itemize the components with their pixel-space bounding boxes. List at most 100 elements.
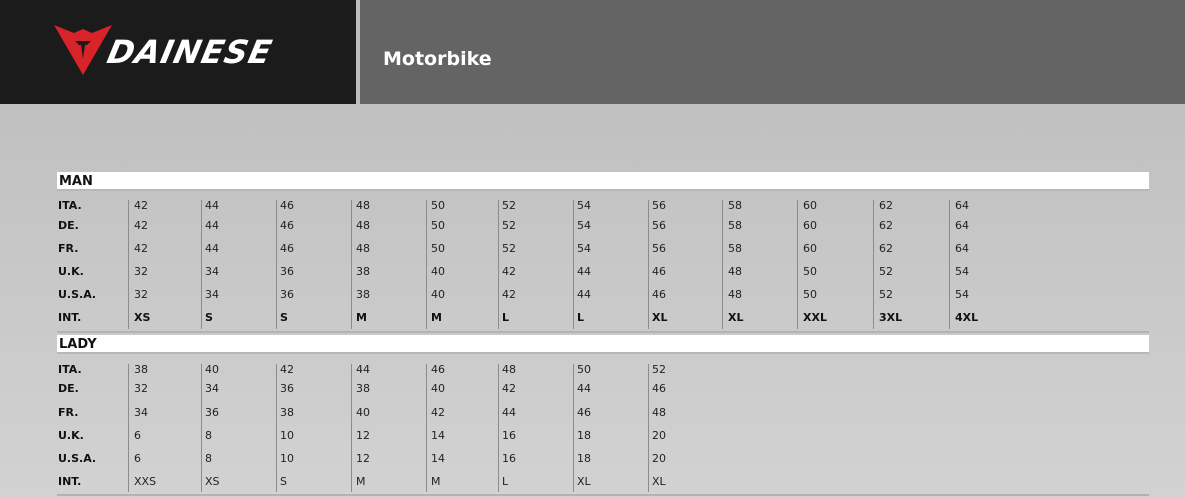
section-header: Motorbike bbox=[360, 0, 1185, 104]
size-cell: 42 bbox=[134, 242, 148, 255]
size-cell: 62 bbox=[879, 242, 893, 255]
header-bar: DAINESE Motorbike bbox=[0, 0, 1185, 104]
size-cell: 8 bbox=[205, 452, 212, 465]
size-cell: S bbox=[280, 475, 287, 488]
size-cell: XS bbox=[134, 311, 151, 324]
size-cell: 8 bbox=[205, 429, 212, 442]
size-cell: 12 bbox=[356, 452, 370, 465]
column-divider bbox=[276, 200, 277, 329]
size-cell: 52 bbox=[879, 288, 893, 301]
size-cell: XS bbox=[205, 475, 220, 488]
size-cell: 50 bbox=[803, 265, 817, 278]
size-cell: 52 bbox=[652, 363, 666, 376]
size-cell: 42 bbox=[502, 288, 516, 301]
size-cell: 20 bbox=[652, 452, 666, 465]
size-cell: 38 bbox=[134, 363, 148, 376]
size-cell: 60 bbox=[803, 219, 817, 232]
column-divider bbox=[498, 200, 499, 329]
size-cell: S bbox=[205, 311, 213, 324]
dainese-logo-icon bbox=[54, 25, 112, 75]
size-cell: 48 bbox=[502, 363, 516, 376]
row-label: U.S.A. bbox=[58, 288, 97, 301]
size-cell: 46 bbox=[280, 199, 294, 212]
size-cell: 64 bbox=[955, 199, 969, 212]
brand-area: DAINESE bbox=[0, 0, 356, 104]
size-cell: 16 bbox=[502, 429, 516, 442]
size-cell: XL bbox=[652, 311, 668, 324]
size-cell: 48 bbox=[728, 265, 742, 278]
size-cell: M bbox=[431, 475, 441, 488]
column-divider bbox=[722, 200, 723, 329]
size-cell: 46 bbox=[431, 363, 445, 376]
size-cell: 18 bbox=[577, 429, 591, 442]
column-divider bbox=[426, 364, 427, 492]
size-cell: 52 bbox=[502, 199, 516, 212]
size-cell: 50 bbox=[431, 242, 445, 255]
row-label: U.S.A. bbox=[58, 452, 97, 465]
size-cell: 44 bbox=[577, 382, 591, 395]
size-cell: M bbox=[356, 475, 366, 488]
size-cell: 54 bbox=[955, 288, 969, 301]
size-cell: 58 bbox=[728, 219, 742, 232]
size-cell: 38 bbox=[280, 406, 294, 419]
table-title-lady: LADY bbox=[57, 335, 1149, 354]
size-cell: 16 bbox=[502, 452, 516, 465]
size-chart bbox=[0, 104, 1185, 498]
brand-wordmark: DAINESE bbox=[103, 33, 276, 71]
size-cell: 64 bbox=[955, 242, 969, 255]
size-cell: 46 bbox=[652, 288, 666, 301]
size-cell: 32 bbox=[134, 382, 148, 395]
size-cell: 40 bbox=[205, 363, 219, 376]
column-divider bbox=[949, 200, 950, 329]
size-cell: 64 bbox=[955, 219, 969, 232]
size-cell: 46 bbox=[652, 382, 666, 395]
column-divider bbox=[351, 364, 352, 492]
size-cell: M bbox=[431, 311, 442, 324]
size-cell: 6 bbox=[134, 429, 141, 442]
size-cell: 44 bbox=[577, 265, 591, 278]
table-title-man: MAN bbox=[57, 172, 1149, 191]
column-divider bbox=[426, 200, 427, 329]
column-divider bbox=[573, 200, 574, 329]
size-cell: 20 bbox=[652, 429, 666, 442]
size-cell: 46 bbox=[577, 406, 591, 419]
size-cell: 48 bbox=[652, 406, 666, 419]
size-cell: 42 bbox=[280, 363, 294, 376]
size-cell: L bbox=[577, 311, 585, 324]
size-cell: 48 bbox=[356, 219, 370, 232]
size-cell: 34 bbox=[134, 406, 148, 419]
row-label: ITA. bbox=[58, 363, 82, 376]
size-cell: 42 bbox=[431, 406, 445, 419]
size-cell: 42 bbox=[134, 219, 148, 232]
size-cell: 46 bbox=[280, 219, 294, 232]
size-cell: 60 bbox=[803, 199, 817, 212]
size-cell: XL bbox=[577, 475, 591, 488]
size-cell: 56 bbox=[652, 199, 666, 212]
size-cell: 36 bbox=[280, 265, 294, 278]
column-divider bbox=[128, 200, 129, 329]
size-cell: 34 bbox=[205, 382, 219, 395]
size-cell: 60 bbox=[803, 242, 817, 255]
size-cell: 52 bbox=[502, 219, 516, 232]
size-cell: 38 bbox=[356, 265, 370, 278]
size-cell: 42 bbox=[502, 265, 516, 278]
row-label: ITA. bbox=[58, 199, 82, 212]
size-cell: 10 bbox=[280, 429, 294, 442]
size-cell: 44 bbox=[205, 242, 219, 255]
size-cell: 44 bbox=[205, 199, 219, 212]
size-cell: L bbox=[502, 311, 510, 324]
size-cell: XXL bbox=[803, 311, 827, 324]
size-cell: 54 bbox=[577, 242, 591, 255]
size-cell: 56 bbox=[652, 242, 666, 255]
row-label: INT. bbox=[58, 475, 82, 488]
size-cell: 58 bbox=[728, 199, 742, 212]
size-cell: 44 bbox=[502, 406, 516, 419]
size-cell: 50 bbox=[431, 219, 445, 232]
size-cell: 36 bbox=[280, 382, 294, 395]
size-cell: 40 bbox=[431, 265, 445, 278]
column-divider bbox=[351, 200, 352, 329]
size-cell: 32 bbox=[134, 265, 148, 278]
size-cell: 12 bbox=[356, 429, 370, 442]
size-cell: 42 bbox=[502, 382, 516, 395]
size-cell: XL bbox=[652, 475, 666, 488]
